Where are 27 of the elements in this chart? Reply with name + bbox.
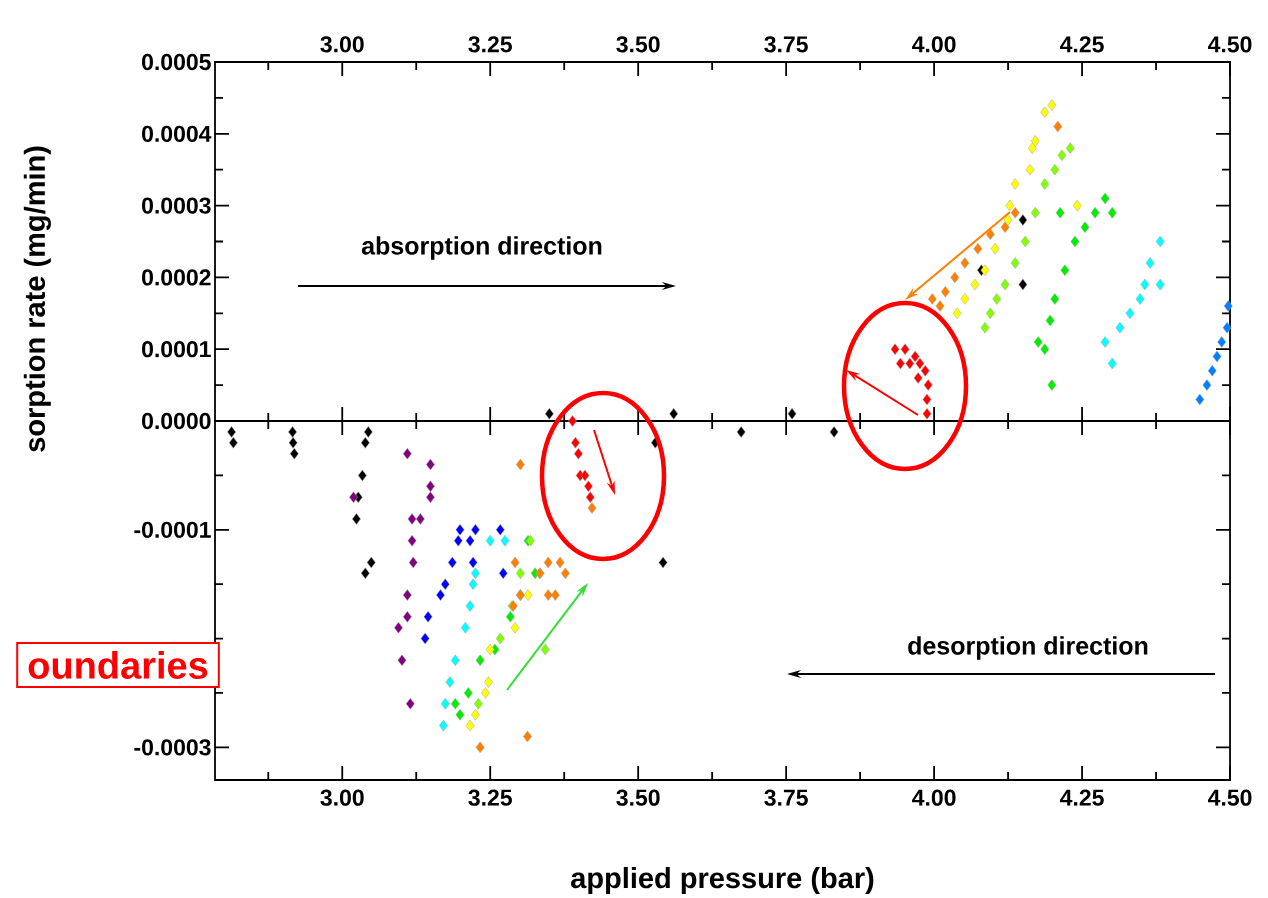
x-tick-label: 4.00: [912, 789, 956, 806]
x-tick-label: 3.25: [468, 789, 512, 806]
x-tick-label: 3.75: [764, 36, 808, 53]
x-tick-label: 4.50: [1207, 789, 1252, 806]
annotation: desorption direction: [908, 636, 1148, 660]
x-tick-label: 3.00: [320, 789, 364, 806]
x-tick-label: 4.00: [912, 36, 956, 53]
x-tick-label: 3.75: [764, 789, 808, 806]
text: oundaries: [28, 651, 208, 679]
x-tick-label: 3.00: [320, 36, 364, 53]
y-tick-label: 0.0001: [142, 341, 211, 358]
x-axis-title: applied pressure (bar): [571, 867, 874, 895]
y-tick-label: 0.0005: [142, 53, 211, 71]
y-tick-label: 0.0002: [142, 269, 211, 286]
x-tick-label: 3.50: [616, 789, 660, 806]
y-tick-label: -0.0001: [134, 521, 211, 538]
x-tick-label: 3.50: [616, 36, 660, 53]
x-tick-label: 4.25: [1060, 789, 1104, 806]
y-tick-label: -0.0003: [134, 739, 211, 756]
y-tick-label: 0.0003: [142, 197, 211, 214]
y-tick-label: 0.0004: [142, 125, 212, 142]
x-tick-label: 4.50: [1207, 36, 1252, 53]
y-axis-title: sorption rate (mg/min): [23, 146, 51, 452]
x-tick-label: 3.25: [468, 36, 512, 53]
y-tick-label: 0.0000: [142, 412, 211, 430]
x-tick-label: 4.25: [1060, 36, 1104, 53]
annotation: absorption direction: [361, 236, 602, 260]
